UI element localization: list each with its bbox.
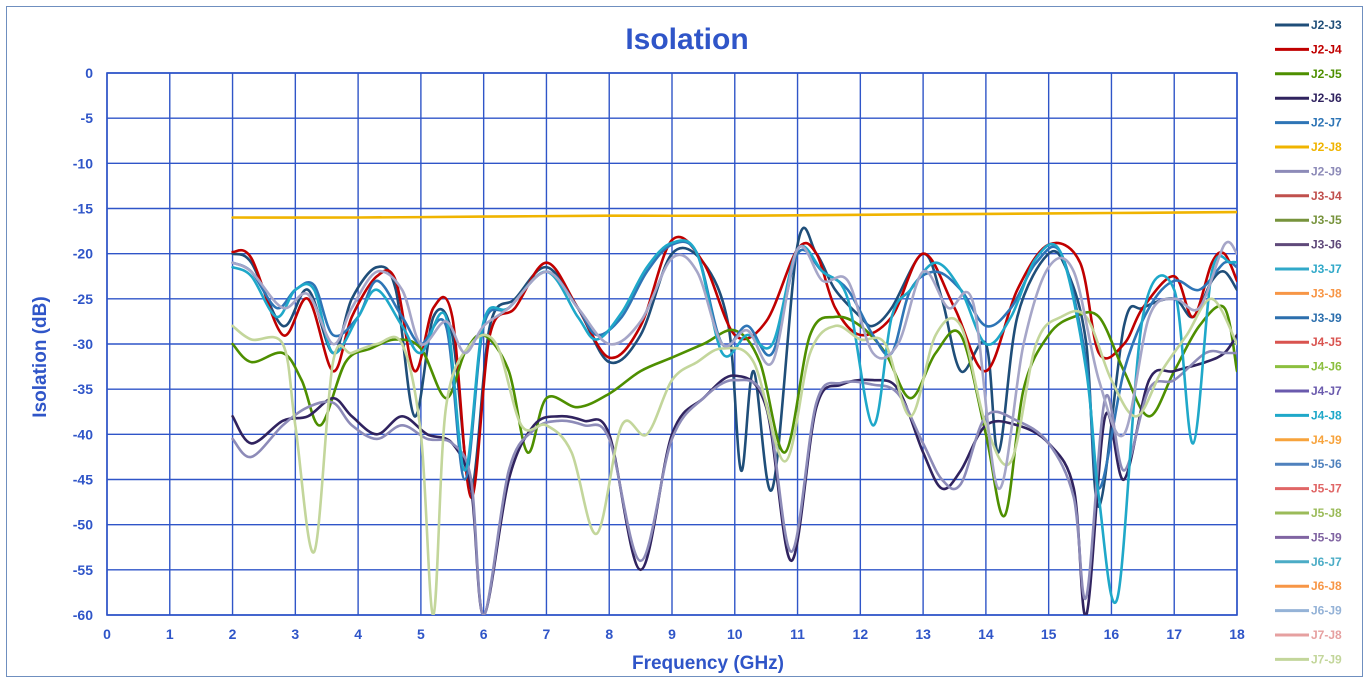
- legend-label-j5-j8: J5-J8: [1311, 506, 1342, 520]
- x-tick-label: 0: [103, 626, 111, 642]
- legend-label-j3-j7: J3-J7: [1311, 262, 1342, 276]
- y-axis-label: Isolation (dB): [30, 296, 51, 417]
- y-tick-label: -35: [73, 381, 93, 397]
- legend-label-j5-j6: J5-J6: [1311, 457, 1342, 471]
- x-tick-label: 16: [1104, 626, 1120, 642]
- legend-label-j7-j9: J7-J9: [1311, 652, 1342, 666]
- series-line-j2-j3: [231, 226, 1237, 508]
- legend-label-j2-j9: J2-J9: [1311, 164, 1342, 178]
- legend-label-j3-j8: J3-J8: [1311, 286, 1342, 300]
- legend-label-j2-j4: J2-J4: [1311, 42, 1342, 56]
- legend-label-j4-j7: J4-J7: [1311, 384, 1342, 398]
- y-tick-label: -55: [73, 562, 93, 578]
- legend-label-j2-j7: J2-J7: [1311, 116, 1342, 130]
- legend-label-j7-j8: J7-J8: [1311, 628, 1342, 642]
- x-tick-label: 8: [605, 626, 613, 642]
- grid-layer: [106, 72, 1238, 616]
- y-tick-label: -45: [73, 472, 93, 488]
- legend-label-j6-j8: J6-J8: [1311, 579, 1342, 593]
- x-tick-label: 4: [354, 626, 362, 642]
- y-tick-label: -20: [73, 246, 93, 262]
- isolation-chart: Isolation 0 -5 -10 -15 -20 -25 -30 -35 -40 -45 -50…: [30, 18, 1342, 678]
- y-tick-label: -25: [73, 291, 93, 307]
- x-tick-label: 13: [915, 626, 931, 642]
- legend-label-j4-j8: J4-J8: [1311, 408, 1342, 422]
- legend-label-j3-j6: J3-J6: [1311, 238, 1342, 252]
- legend-label-j2-j3: J2-J3: [1311, 18, 1342, 32]
- series-line-j2-j4: [231, 235, 1237, 499]
- chart-title: Isolation: [625, 23, 748, 56]
- x-tick-label: 10: [727, 626, 743, 642]
- legend-label-j3-j4: J3-J4: [1311, 189, 1342, 203]
- legend: J2-J3 J2-J4 J2-J5 J2-J6 J2-J7 J2-J8 J2-J9 J3-J4…: [1275, 18, 1342, 678]
- x-tick-label: 5: [417, 626, 425, 642]
- x-axis-label: Frequency (GHz): [632, 653, 784, 674]
- y-tick-label: -5: [81, 110, 94, 126]
- x-tick-label: 12: [853, 626, 869, 642]
- x-tick-label: 18: [1229, 626, 1245, 642]
- series-line-j4-j8: [231, 239, 1237, 605]
- y-tick-label: -60: [73, 607, 93, 623]
- legend-label-j4-j9: J4-J9: [1311, 433, 1342, 447]
- y-tick-label: -40: [73, 426, 93, 442]
- y-tick-labels: 0 -5 -10 -15 -20 -25 -30 -35 -40 -45 -50 -55 -60: [73, 65, 93, 623]
- x-tick-label: 1: [166, 626, 174, 642]
- legend-label-j3-j9: J3-J9: [1311, 311, 1342, 325]
- legend-label-j2-j6: J2-J6: [1311, 91, 1342, 105]
- series-line-j2-j8: [231, 210, 1237, 219]
- x-tick-label: 7: [543, 626, 551, 642]
- y-tick-label: 0: [85, 65, 93, 81]
- chart-frame: Isolation 0 -5 -10 -15 -20 -25 -30 -35 -40 -45 -50…: [6, 6, 1363, 678]
- x-tick-label: 9: [668, 626, 676, 642]
- x-tick-label: 6: [480, 626, 488, 642]
- series-line-j2-j5: [231, 304, 1237, 518]
- y-tick-label: -50: [73, 517, 93, 533]
- x-tick-labels: 0 1 2 3 4 5 6 7 8 9 10 11 12 13 14 15 16 17 18: [103, 626, 1245, 642]
- x-tick-label: 2: [229, 626, 237, 642]
- legend-label-j5-j7: J5-J7: [1311, 482, 1342, 496]
- y-tick-label: -30: [73, 336, 93, 352]
- series-line-j7-j9: [231, 297, 1237, 615]
- legend-label-j2-j8: J2-J8: [1311, 140, 1342, 154]
- legend-label-j2-j5: J2-J5: [1311, 67, 1342, 81]
- legend-label-j6-j7: J6-J7: [1311, 555, 1342, 569]
- y-tick-label: -10: [73, 155, 93, 171]
- y-tick-label: -15: [73, 201, 93, 217]
- x-tick-label: 15: [1041, 626, 1057, 642]
- series-line-j8-j9: [231, 240, 1237, 490]
- legend-label-j6-j9: J6-J9: [1311, 604, 1342, 618]
- x-tick-label: 11: [790, 626, 805, 642]
- x-tick-label: 3: [291, 626, 299, 642]
- legend-label-j4-j5: J4-J5: [1311, 335, 1342, 349]
- x-tick-label: 17: [1166, 626, 1182, 642]
- x-tick-label: 14: [978, 626, 994, 642]
- legend-label-j4-j6: J4-J6: [1311, 360, 1342, 374]
- legend-label-j5-j9: J5-J9: [1311, 530, 1342, 544]
- series-layer: [231, 210, 1237, 615]
- legend-label-j8-j9: J8-J9: [1311, 677, 1342, 678]
- legend-label-j3-j5: J3-J5: [1311, 213, 1342, 227]
